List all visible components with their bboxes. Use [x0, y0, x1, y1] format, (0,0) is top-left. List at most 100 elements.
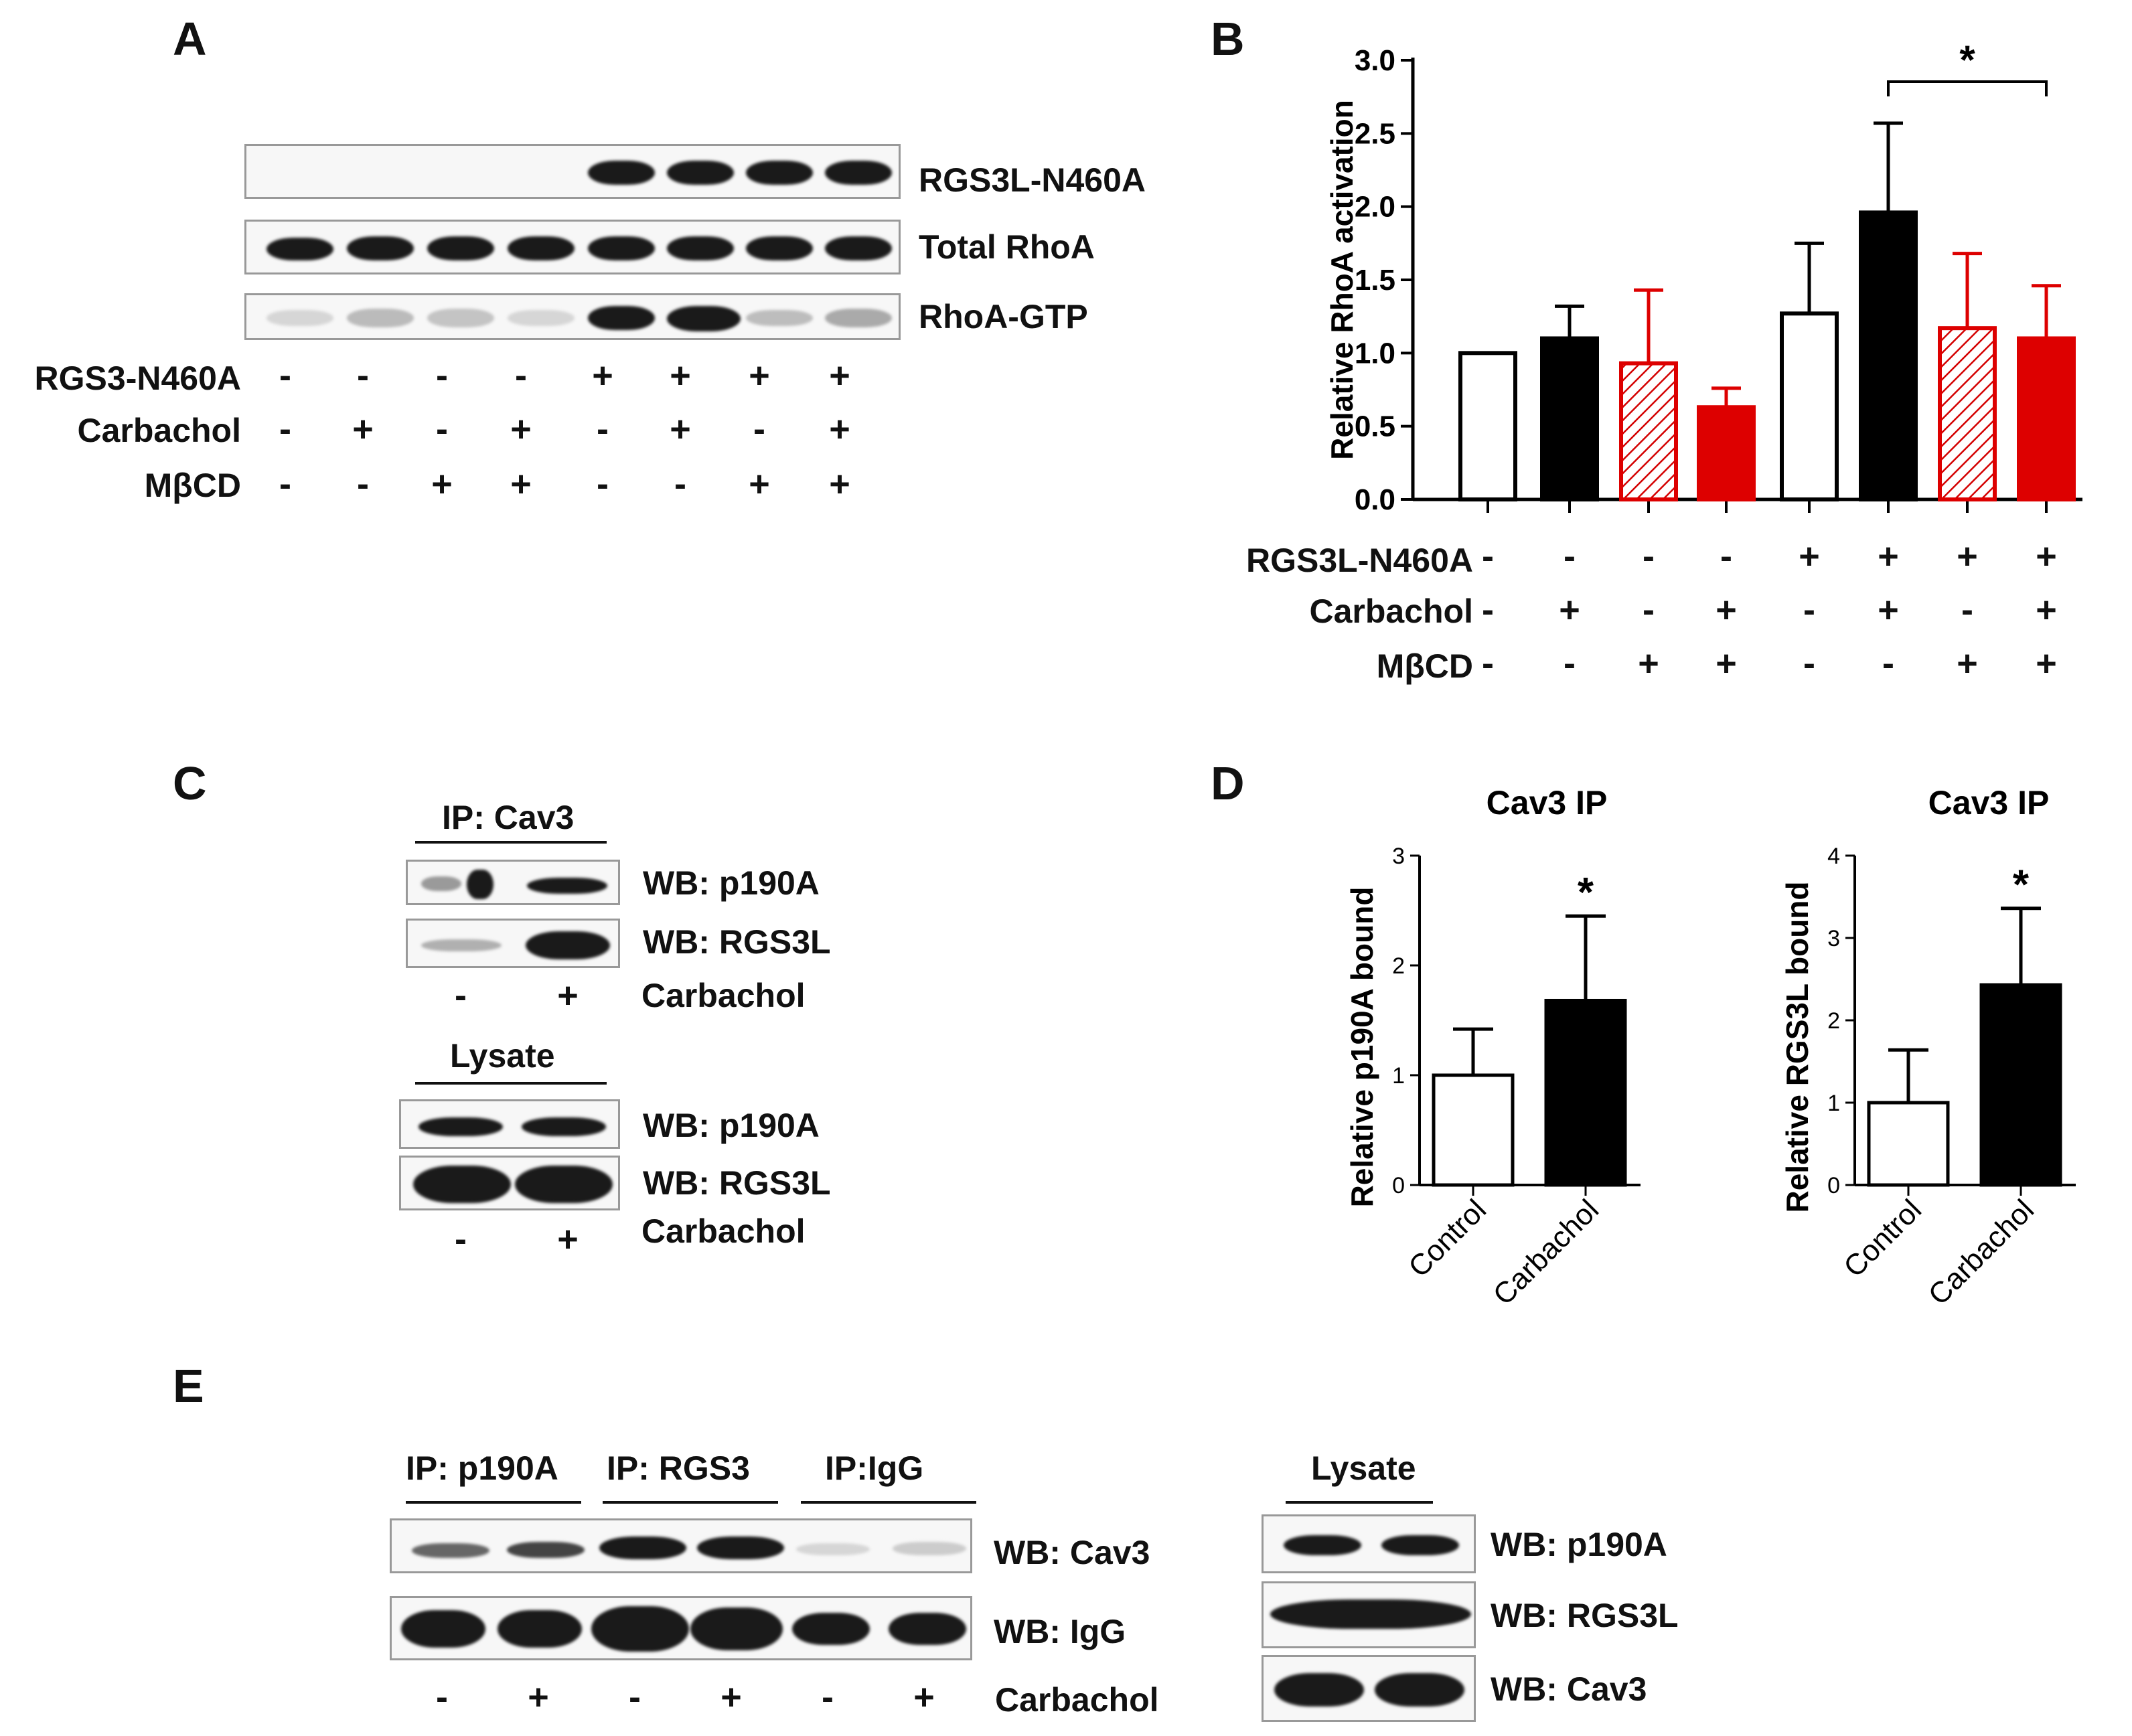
- c-treatment-label-lysate: Carbachol: [641, 1212, 806, 1250]
- b-bar: [1458, 351, 1517, 502]
- b-sign-r3-c6: -: [1882, 643, 1894, 684]
- c-blot-ip-p190a: [406, 860, 620, 905]
- b-sign-r1-c7: +: [1957, 536, 1978, 576]
- c-sign-ip-1: -: [455, 975, 467, 1016]
- b-sign-r2-c2: +: [1559, 590, 1580, 630]
- d-right-ytick-label: 1: [1827, 1091, 1840, 1116]
- d-left-xtick-label: Carbachol: [1487, 1193, 1605, 1311]
- e-label-lysate-cav3: WB: Cav3: [1491, 1670, 1647, 1708]
- b-bar: [1697, 405, 1756, 501]
- b-bar: [1938, 326, 1997, 501]
- d-right-title: Cav3 IP: [1928, 784, 2050, 821]
- e-lysate-underline: [1286, 1501, 1433, 1504]
- b-bar: [2017, 336, 2076, 502]
- b-sign-r2-c6: +: [1878, 590, 1899, 630]
- b-y-axis-label: Relative RhoA activation: [1326, 100, 1359, 460]
- c-treatment-label-ip: Carbachol: [641, 977, 806, 1014]
- b-ytick-label: 0.0: [1355, 483, 1395, 516]
- panel-d-right-chart: Cav3 IP 0 1 2 3 4 Relative RGS3L bound ControlC…: [1780, 784, 2076, 1312]
- b-bar: [1780, 311, 1839, 501]
- d-left-title: Cav3 IP: [1487, 784, 1608, 821]
- blot-label-total-rhoa: Total RhoA: [919, 228, 1095, 266]
- b-ytick-label: 3.0: [1355, 44, 1395, 77]
- e-ip-header-rgs3: IP: RGS3: [607, 1449, 750, 1487]
- d-right-xtick-label: Carbachol: [1922, 1193, 2040, 1311]
- e-sign-4: +: [720, 1677, 742, 1717]
- c-blot-ip-rgs3l: [406, 919, 620, 968]
- e-blot-lysate-cav3: [1262, 1655, 1476, 1722]
- e-blot-ip-cav3: [390, 1518, 972, 1573]
- d-left-xtick-label: Control: [1402, 1193, 1493, 1283]
- a-sign-r3-c7: +: [749, 464, 770, 504]
- c-blot-lysate-rgs3l: [399, 1156, 620, 1210]
- b-sign-r1-c2: -: [1564, 536, 1576, 576]
- blot-label-rgs3l-n460a: RGS3L-N460A: [919, 161, 1146, 199]
- d-right-y-axis-label: Relative RGS3L bound: [1780, 881, 1815, 1212]
- d-right-bar: [1867, 1101, 1950, 1187]
- b-ytick-label: 0.5: [1355, 410, 1395, 443]
- d-left-y-axis-label: Relative p190A bound: [1345, 887, 1379, 1208]
- a-sign-r1-c8: +: [829, 356, 850, 396]
- b-sign-r2-c3: -: [1643, 590, 1655, 630]
- e-blot-ip-igg: [390, 1596, 972, 1660]
- a-sign-r2-c7: -: [753, 409, 765, 449]
- e-label-lysate-rgs3l: WB: RGS3L: [1491, 1597, 1679, 1634]
- e-lysate-header: Lysate: [1311, 1449, 1416, 1487]
- d-right-significance-star: *: [2013, 862, 2030, 909]
- d-right-ytick-label: 0: [1827, 1173, 1840, 1198]
- b-sign-r2-c7: -: [1961, 590, 1973, 630]
- blot-total-rhoa: [244, 220, 901, 274]
- b-sign-r1-c5: +: [1799, 536, 1820, 576]
- d-left-significance-star: *: [1578, 870, 1594, 916]
- b-bar: [1540, 336, 1599, 502]
- a-sign-r2-c5: -: [597, 409, 609, 449]
- c-label-ip-p190a: WB: p190A: [643, 864, 820, 902]
- e-ip-header-p190a: IP: p190A: [406, 1449, 558, 1487]
- a-sign-r3-c3: +: [431, 464, 453, 504]
- e-treatment-label: Carbachol: [995, 1681, 1159, 1719]
- a-sign-r3-c2: -: [357, 464, 369, 504]
- e-sign-6: +: [913, 1677, 935, 1717]
- b-sign-r3-c2: -: [1564, 643, 1576, 684]
- e-ip-underline-3: [801, 1501, 976, 1504]
- b-sign-r3-c8: +: [2036, 643, 2057, 684]
- d-left-bar: [1544, 998, 1627, 1187]
- a-sign-r1-c2: -: [357, 356, 369, 396]
- d-left-ytick-label: 0: [1392, 1173, 1405, 1198]
- b-ytick-label: 2.5: [1355, 117, 1395, 150]
- a-sign-r1-c6: +: [670, 356, 691, 396]
- a-sign-r2-c1: -: [279, 409, 291, 449]
- b-sign-r2-c1: -: [1482, 590, 1494, 630]
- b-sign-r3-c4: +: [1716, 643, 1737, 684]
- b-ytick-label: 2.0: [1355, 191, 1395, 224]
- a-sign-r3-c5: -: [597, 464, 609, 504]
- b-ytick-label: 1.5: [1355, 264, 1395, 297]
- a-sign-r3-c1: -: [279, 464, 291, 504]
- panel-letter-b: B: [1211, 13, 1245, 65]
- c-ip-header: IP: Cav3: [442, 799, 575, 836]
- e-ip-underline-2: [603, 1501, 778, 1504]
- e-blot-lysate-p190a: [1262, 1514, 1476, 1573]
- b-ytick-label: 1.0: [1355, 337, 1395, 370]
- e-ip-header-igg: IP:IgG: [825, 1449, 924, 1487]
- a-sign-r3-c4: +: [510, 464, 532, 504]
- d-right-xtick-label: Control: [1837, 1193, 1928, 1283]
- a-sign-r3-c8: +: [829, 464, 850, 504]
- b-significance-bracket: [1887, 80, 2048, 96]
- d-left-ytick-label: 1: [1392, 1063, 1405, 1089]
- e-sign-1: -: [436, 1677, 448, 1717]
- a-sign-r2-c4: +: [510, 409, 532, 449]
- d-right-ytick-label: 4: [1827, 844, 1840, 869]
- panel-b-chart: 0.0 0.5 1.0 1.5 2.0 2.5 3.0 Relative RhoA activ…: [1326, 37, 2082, 516]
- a-sign-r2-c3: -: [436, 409, 448, 449]
- blot-label-rhoa-gtp: RhoA-GTP: [919, 298, 1088, 335]
- a-sign-r2-c2: +: [352, 409, 374, 449]
- panel-letter-e: E: [173, 1360, 204, 1412]
- c-lysate-underline: [415, 1082, 607, 1085]
- d-right-ytick-label: 2: [1827, 1008, 1840, 1034]
- e-sign-5: -: [822, 1677, 834, 1717]
- b-sign-r3-c1: -: [1482, 643, 1494, 684]
- c-lysate-header: Lysate: [450, 1037, 555, 1075]
- b-sign-r2-c8: +: [2036, 590, 2057, 630]
- a-sign-r2-c8: +: [829, 409, 850, 449]
